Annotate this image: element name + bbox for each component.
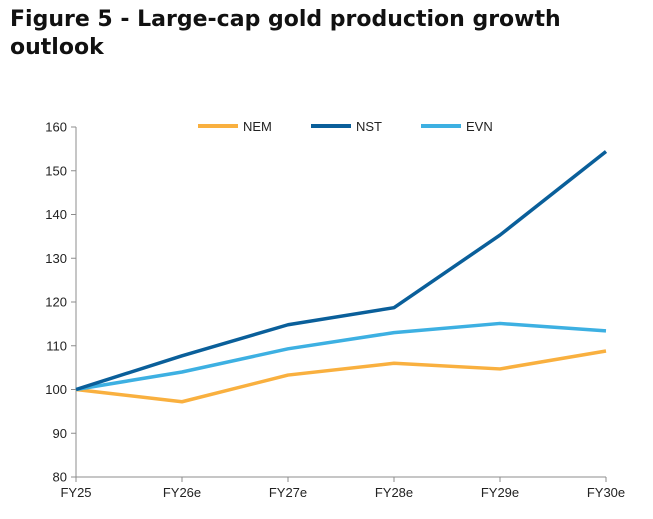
legend-label-nem: NEM (243, 119, 272, 134)
figure-title: Figure 5 - Large-cap gold production gro… (10, 7, 561, 60)
chart-series (75, 150, 608, 404)
series-line-evn (75, 321, 607, 392)
x-tick-label: FY28e (375, 485, 413, 500)
y-tick-label: 90 (53, 426, 67, 441)
x-tick-label: FY29e (481, 485, 519, 500)
series-line-nem (75, 349, 607, 404)
y-tick-label: 160 (45, 120, 67, 135)
x-tick-label: FY26e (163, 485, 201, 500)
y-tick-label: 140 (45, 207, 67, 222)
legend-label-nst: NST (356, 119, 382, 134)
y-tick-label: 100 (45, 382, 67, 397)
y-tick-label: 130 (45, 251, 67, 266)
x-tick-label: FY25 (60, 485, 91, 500)
y-tick-label: 150 (45, 163, 67, 178)
chart-axes: 80 90 100 110 120 130 140 150 160 FY25 FY26e FY27e F… (45, 120, 625, 501)
legend-label-evn: EVN (466, 119, 493, 134)
x-tick-label: FY27e (269, 485, 307, 500)
y-tick-label: 110 (46, 338, 67, 353)
chart-legend: NEM NST EVN (198, 119, 493, 134)
series-line-nst (75, 150, 608, 392)
x-tick-label: FY30e (587, 485, 625, 500)
y-tick-label: 80 (53, 470, 67, 485)
y-tick-label: 120 (45, 295, 67, 310)
